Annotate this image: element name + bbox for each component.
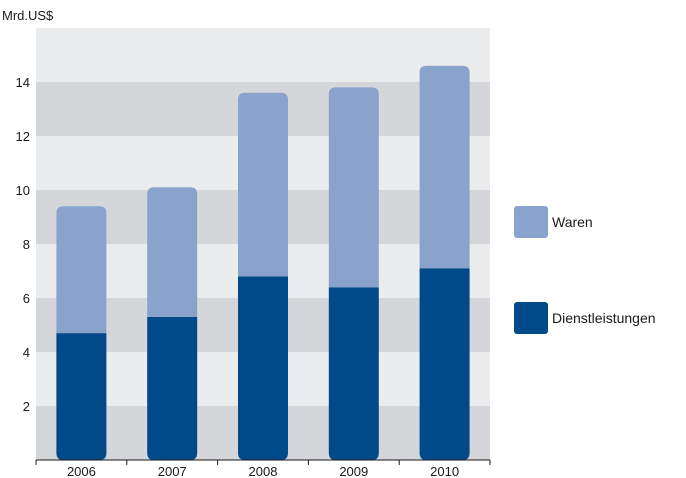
y-tick-label: 8 [23, 237, 30, 252]
x-tick-label: 2007 [158, 464, 187, 478]
legend-label: Dienstleistungen [552, 310, 656, 326]
bar-segment-waren [328, 87, 379, 288]
bar-segment-waren [56, 206, 107, 334]
x-axis-ticks: 2006 2007 2008 2009 2010 [35, 460, 491, 478]
y-tick-label: 2 [23, 399, 30, 414]
legend-swatch [514, 302, 548, 334]
y-tick-label: 4 [23, 345, 30, 360]
y-tick-label: 10 [16, 183, 30, 198]
bar-segment-dienstleistungen [419, 268, 470, 460]
y-axis-unit-label: Mrd.US$ [2, 8, 54, 23]
bar-segment-dienstleistungen [147, 316, 198, 460]
legend-label: Waren [552, 214, 593, 230]
bar-segment-dienstleistungen [238, 276, 288, 460]
x-tick-label: 2006 [67, 464, 96, 478]
x-tick-label: 2010 [430, 464, 459, 478]
bar-segment-waren [147, 187, 198, 317]
x-tick-label: 2009 [339, 464, 368, 478]
bar-segment-dienstleistungen [328, 287, 379, 460]
y-tick-label: 6 [23, 291, 30, 306]
y-tick-label: 14 [16, 75, 30, 90]
x-tick-label: 2008 [249, 464, 278, 478]
bars [56, 65, 470, 460]
legend: Waren Dienstleistungen [514, 206, 656, 334]
legend-swatch [514, 206, 548, 238]
bar-segment-waren [238, 92, 288, 277]
bar-segment-waren [419, 65, 470, 269]
y-axis-ticks: 2 4 6 8 10 12 14 [16, 75, 30, 414]
y-tick-label: 12 [16, 129, 30, 144]
grid-band [36, 28, 490, 82]
bar-segment-dienstleistungen [56, 333, 107, 460]
